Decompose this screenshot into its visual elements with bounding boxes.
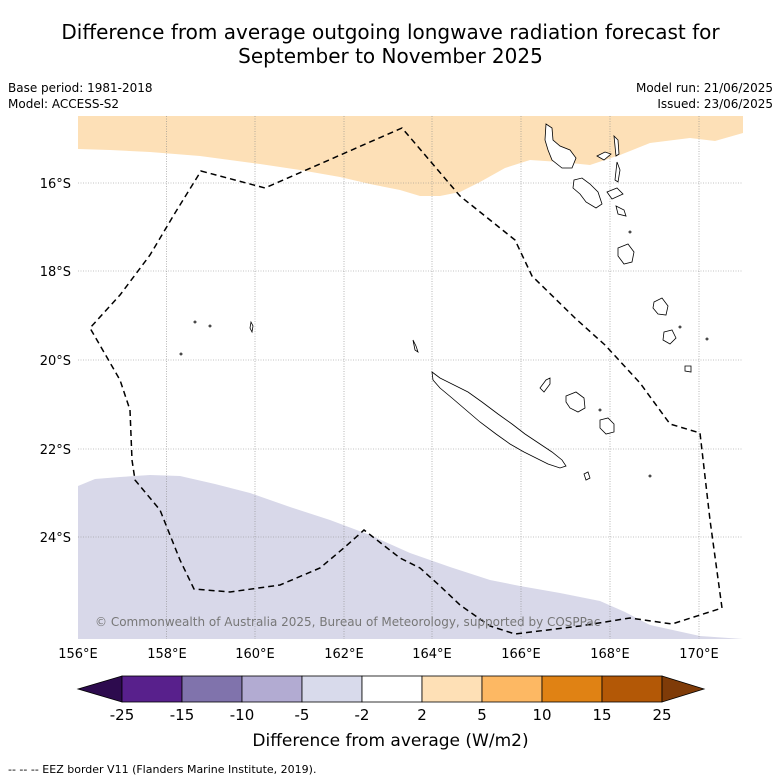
loyalty-ouvea xyxy=(539,377,551,393)
map-title: Difference from average outgoing longwav… xyxy=(0,20,781,68)
cbar-tick-10: 10 xyxy=(532,706,551,724)
colorbar-bin-5-10 xyxy=(481,675,543,703)
colorbar-title: Difference from average (W/m2) xyxy=(252,731,529,751)
colorbar xyxy=(76,675,706,703)
reef-dot-5 xyxy=(678,325,682,329)
lon-label-156e: 156°E xyxy=(58,647,98,662)
negative-anomaly-region xyxy=(78,475,743,639)
lon-label-164e: 164°E xyxy=(412,647,452,662)
new-caledonia-island xyxy=(431,371,567,469)
cbar-tick-m5: -5 xyxy=(295,706,310,724)
title-line-2: September to November 2025 xyxy=(238,44,543,68)
lon-label-160e: 160°E xyxy=(235,647,275,662)
belep-islands xyxy=(412,339,419,353)
cbar-tick-5: 5 xyxy=(477,706,487,724)
vanuatu-efate xyxy=(617,243,635,265)
chesterfield-reef xyxy=(249,320,254,334)
copyright-notice: © Commonwealth of Australia 2025, Bureau… xyxy=(95,615,600,629)
vanuatu-pentecost xyxy=(614,161,621,183)
model-run: Model run: 21/06/2025 xyxy=(635,81,773,95)
cbar-tick-m25: -25 xyxy=(110,706,135,724)
cbar-tick-2: 2 xyxy=(417,706,427,724)
cbar-tick-m2: -2 xyxy=(355,706,370,724)
meta-left: Base period: 1981-2018 Model: ACCESS-S2 xyxy=(8,80,153,112)
loyalty-lifou xyxy=(565,391,586,413)
lat-label-20s: 20°S xyxy=(40,354,71,369)
cbar-tick-m15: -15 xyxy=(170,706,195,724)
title-line-1: Difference from average outgoing longwav… xyxy=(61,20,720,44)
colorbar-extend-low xyxy=(76,675,123,703)
lat-label-18s: 18°S xyxy=(40,265,71,280)
isle-of-pines xyxy=(583,471,591,481)
lon-label-162e: 162°E xyxy=(324,647,364,662)
lat-label-24s: 24°S xyxy=(40,531,71,546)
cbar-tick-15: 15 xyxy=(592,706,611,724)
vanuatu-malakula xyxy=(572,177,603,209)
reef-dot-2 xyxy=(208,324,212,328)
vanuatu-ambrym xyxy=(606,187,624,200)
reef-dot-7 xyxy=(598,408,602,412)
coastlines xyxy=(179,123,709,481)
map-plot-area: © Commonwealth of Australia 2025, Bureau… xyxy=(78,116,743,639)
lat-label-22s: 22°S xyxy=(40,443,71,458)
model-name: Model: ACCESS-S2 xyxy=(8,97,120,111)
loyalty-mare xyxy=(599,417,615,435)
vanuatu-maewo xyxy=(613,134,620,157)
latitude-labels: 16°S 18°S 20°S 22°S 24°S xyxy=(40,177,71,546)
reef-dot-8 xyxy=(628,230,632,234)
cbar-tick-25: 25 xyxy=(652,706,671,724)
cbar-tick-m10: -10 xyxy=(230,706,255,724)
lat-label-16s: 16°S xyxy=(40,177,71,192)
vanuatu-tanna xyxy=(652,297,669,316)
colorbar-bin-m2-2 xyxy=(361,675,423,703)
reef-dot-4 xyxy=(705,337,709,341)
issued-date: Issued: 23/06/2025 xyxy=(657,97,773,111)
colorbar-bin-m25-m15 xyxy=(121,675,183,703)
lon-label-166e: 166°E xyxy=(501,647,541,662)
vanuatu-small-island xyxy=(596,151,612,161)
colorbar-bin-10-15 xyxy=(541,675,603,703)
matthew-island xyxy=(684,365,692,373)
lon-label-158e: 158°E xyxy=(147,647,187,662)
colorbar-bin-15-25 xyxy=(601,675,663,703)
lon-label-170e: 170°E xyxy=(679,647,719,662)
gridlines xyxy=(78,116,743,639)
reef-dot-1 xyxy=(193,320,197,324)
vanuatu-epi xyxy=(615,205,627,217)
vanuatu-aneityum xyxy=(662,329,677,345)
colorbar-bin-m10-m5 xyxy=(241,675,303,703)
reef-dot-6 xyxy=(648,474,652,478)
colorbar-tick-labels: -25 -15 -10 -5 -2 2 5 10 15 25 xyxy=(110,706,672,724)
reef-dot-3 xyxy=(179,352,183,356)
longitude-labels: 156°E 158°E 160°E 162°E 164°E 166°E 168°… xyxy=(58,647,719,662)
lon-label-168e: 168°E xyxy=(590,647,630,662)
colorbar-bin-m15-m10 xyxy=(181,675,243,703)
base-period: Base period: 1981-2018 xyxy=(8,81,153,95)
vanuatu-espiritu-santo xyxy=(544,123,577,169)
positive-anomaly-region xyxy=(78,116,743,196)
colorbar-bin-m5-m2 xyxy=(301,675,363,703)
colorbar-bin-2-5 xyxy=(421,675,483,703)
colorbar-extend-high xyxy=(661,675,706,703)
meta-right: Model run: 21/06/2025 Issued: 23/06/2025 xyxy=(636,80,773,112)
eez-footnote: -- -- -- EEZ border V11 (Flanders Marine… xyxy=(8,763,317,776)
